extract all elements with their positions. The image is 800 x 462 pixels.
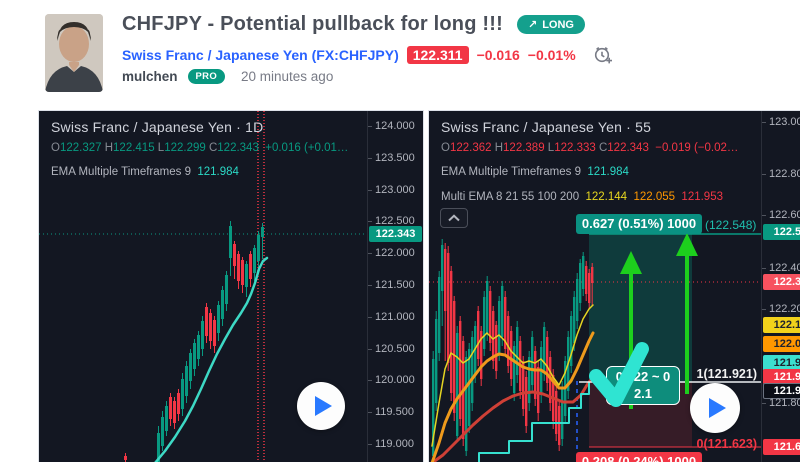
intraday-chart-snapshot[interactable]: Swiss Franc / Japanese Yen · 55 O122.362… [428, 110, 800, 462]
position-profit-badge: 0.627 (0.51%) 1000 [576, 214, 702, 234]
avatar-placeholder-image [45, 14, 103, 92]
author-row: mulchen PRO 20 minutes ago [122, 69, 333, 84]
position-entry-label: 1(121.921) [696, 367, 757, 381]
play-button[interactable] [690, 383, 740, 433]
indicator-multi-ema: Multi EMA 8 21 55 100 200 122.144 122.05… [441, 191, 723, 203]
long-direction-badge: ↗ LONG [516, 15, 585, 34]
position-stop-label: 0(121.623) [696, 437, 757, 451]
risk-reward-line2: 2.1 [633, 386, 653, 401]
author-link[interactable]: mulchen [122, 69, 178, 84]
arrow-up-right-icon: ↗ [527, 19, 538, 31]
play-button[interactable] [297, 382, 345, 430]
position-loss-badge: 0.208 (0.24%) 1000 [576, 452, 702, 462]
symbol-link[interactable]: Swiss Franc / Japanese Yen (FX:CHFJPY) [122, 47, 399, 63]
price-change-percent: −0.01% [527, 47, 576, 63]
ohlc-values: O122.362 H122.389 L122.333 C122.343 −0.0… [441, 142, 739, 154]
collapse-legend-button[interactable] [440, 208, 468, 228]
position-target-price: (122.548) [705, 218, 757, 232]
indicator-ema-mtf: EMA Multiple Timeframes 9 121.984 [51, 166, 239, 178]
indicator-ema-mtf: EMA Multiple Timeframes 9 121.984 [441, 166, 629, 178]
daily-chart-snapshot[interactable]: Swiss Franc / Japanese Yen · 1D O122.327… [38, 110, 424, 462]
daily-chart-canvas [39, 111, 367, 462]
chevron-up-icon [448, 214, 460, 222]
play-icon [709, 398, 726, 418]
play-icon [315, 396, 332, 416]
price-change: −0.016 [476, 47, 520, 63]
chart-title: Swiss Franc / Japanese Yen · 1D [51, 119, 264, 135]
idea-title-row: CHFJPY - Potential pullback for long !!!… [122, 13, 585, 36]
last-price-badge: 122.311 [406, 46, 469, 64]
long-badge-label: LONG [542, 18, 574, 31]
price-axis: 124.000 123.500 123.000 122.500 122.343 122.0… [367, 111, 423, 462]
price-axis: 123.000122.800122.600122.548122.400122.3… [761, 111, 800, 462]
page-title: CHFJPY - Potential pullback for long !!! [122, 13, 503, 35]
avatar[interactable] [45, 14, 103, 92]
symbol-row: Swiss Franc / Japanese Yen (FX:CHFJPY) 1… [122, 44, 614, 66]
check-mark-icon [589, 342, 649, 407]
timestamp: 20 minutes ago [241, 69, 334, 84]
pro-badge: PRO [187, 69, 226, 84]
chart-title: Swiss Franc / Japanese Yen · 55 [441, 119, 652, 135]
ohlc-values: O122.327 H122.415 L122.299 C122.343 +0.0… [51, 142, 349, 154]
alarm-clock-plus-icon [594, 46, 612, 64]
add-alert-button[interactable] [592, 44, 614, 66]
